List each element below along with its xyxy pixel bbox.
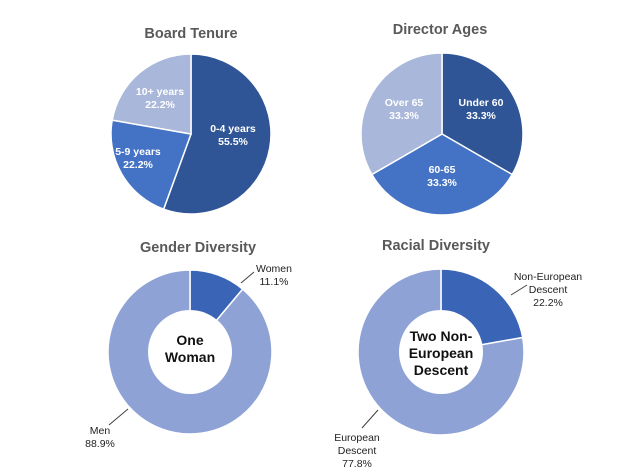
ages-value-under-60: 33.3% [466, 110, 496, 122]
ages-label-over-65: Over 65 [385, 97, 424, 109]
women-leader-line [240, 271, 255, 284]
racial-label-european-2: Descent [338, 445, 377, 457]
gender-center-line-1: One [176, 332, 203, 348]
racial-label-non-european-2: Descent [529, 284, 568, 296]
racial-center-line-1: Two Non- [410, 328, 473, 344]
chart-director-ages: Director Ages Under 60 33.3% 60-65 33.3%… [360, 22, 524, 216]
ages-value-60-65: 33.3% [427, 177, 457, 189]
chart-gender-diversity: Gender Diversity One Woman Women 11.1% M… [85, 240, 292, 450]
racial-slice-1 [357, 268, 525, 436]
ages-slice-0 [441, 52, 524, 176]
tenure-slice-1 [110, 119, 193, 211]
chart-board-tenure: Board Tenure 0-4 years 55.5% 5-9 years 2… [110, 26, 272, 215]
racial-center-line-2: European [409, 345, 474, 361]
chart-title-board-tenure: Board Tenure [144, 26, 237, 42]
ages-value-over-65: 33.3% [389, 110, 419, 122]
gender-value-women: 11.1% [260, 276, 289, 288]
tenure-label-5-9: 5-9 years [115, 146, 161, 158]
chart-title-director-ages: Director Ages [393, 22, 488, 38]
ages-slice-1 [370, 133, 514, 216]
tenure-slice-0 [162, 53, 272, 215]
gender-label-men: Men [90, 425, 111, 437]
racial-label-european-1: European [334, 432, 380, 444]
chart-racial-diversity: Racial Diversity Two Non- European Desce… [334, 238, 582, 470]
tenure-label-0-4: 0-4 years [210, 123, 256, 135]
chart-title-racial-diversity: Racial Diversity [382, 238, 490, 254]
gender-donut-hole [148, 310, 232, 394]
tenure-label-10plus: 10+ years [136, 86, 184, 98]
men-leader-line [108, 408, 129, 426]
european-leader-line [361, 409, 379, 429]
tenure-value-5-9: 22.2% [123, 159, 153, 171]
tenure-slice-2 [111, 53, 192, 135]
chart-title-gender-diversity: Gender Diversity [140, 240, 256, 256]
gender-label-women: Women [256, 263, 292, 275]
racial-center-line-3: Descent [414, 362, 469, 378]
gender-center-line-2: Woman [165, 349, 215, 365]
racial-donut-hole [399, 310, 483, 394]
racial-label-non-european-1: Non-European [514, 271, 582, 283]
gender-value-men: 88.9% [85, 438, 115, 450]
tenure-value-10plus: 22.2% [145, 99, 175, 111]
ages-label-under-60: Under 60 [459, 97, 504, 109]
ages-label-60-65: 60-65 [429, 164, 456, 176]
tenure-value-0-4: 55.5% [218, 136, 248, 148]
racial-value-non-european: 22.2% [533, 297, 563, 309]
racial-value-european: 77.8% [342, 458, 372, 470]
ages-slice-2 [360, 52, 443, 176]
non-european-leader-line [510, 284, 528, 296]
